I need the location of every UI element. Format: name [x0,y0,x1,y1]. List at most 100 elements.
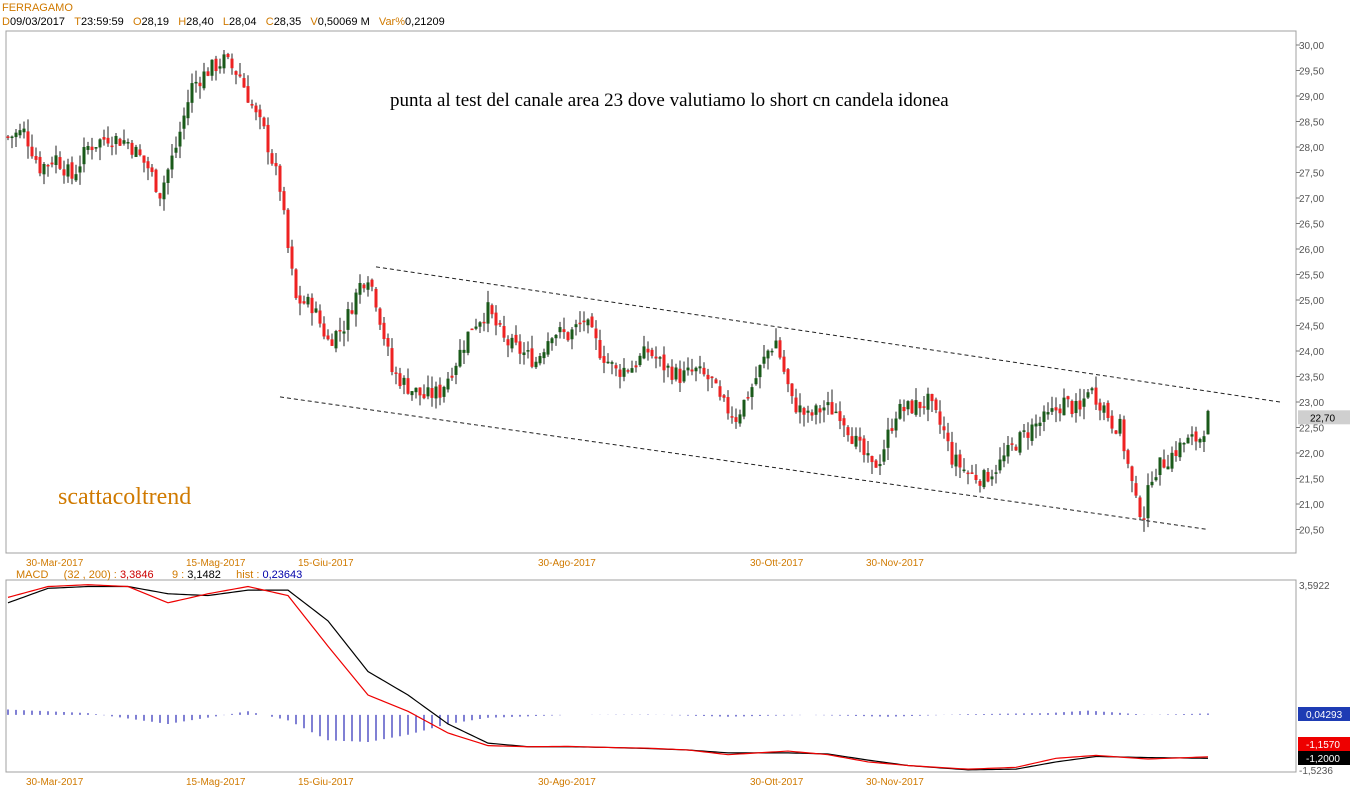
candle-up [658,357,662,359]
candle-down [274,163,278,167]
y-tick-label: 28,00 [1299,143,1324,154]
candle-down [946,432,950,442]
candle-down [382,322,386,340]
candle-down [350,310,354,314]
candle-up [402,377,406,385]
candle-up [642,346,646,359]
y-tick-label: 20,50 [1299,526,1324,537]
candle-up [762,356,766,364]
candle-up [182,115,186,129]
candle-down [1098,402,1102,411]
candle-up [126,142,130,144]
channel-lower-line [279,396,1209,530]
candle-up [1006,444,1010,457]
candle-down [966,472,970,475]
candle-down [970,472,974,474]
macd-value-box [1298,737,1350,751]
candle-up [14,132,18,138]
candle-down [678,368,682,383]
y-tick-label: 30,00 [1299,41,1324,52]
candle-down [1054,407,1058,411]
candle-up [94,147,98,149]
candle-up [586,319,590,326]
candle-up [1182,443,1186,445]
chart-annotation: punta al test del canale area 23 dove va… [390,90,949,111]
x-tick-label: 30-Nov-2017 [866,558,924,569]
candle-down [70,162,74,179]
candle-down [394,372,398,374]
ohlc-field-value: 28,04 [229,16,260,28]
macd-y-tick-label: 3,5922 [1299,581,1330,592]
candle-down [34,156,38,160]
candle-up [190,83,194,103]
candle-up [1082,398,1086,407]
candle-down [810,412,814,416]
candle-down [206,71,210,76]
candle-up [674,367,678,380]
candle-up [166,169,170,183]
candle-down [62,169,66,176]
y-tick-label: 22,00 [1299,449,1324,460]
candle-up [114,135,118,145]
candle-up [458,349,462,367]
candle-down [942,426,946,431]
candle-up [826,402,830,406]
ohlc-field-value: 09/03/2017 [9,16,69,28]
candle-down [438,384,442,398]
candle-down [978,480,982,486]
candle-up [1090,388,1094,391]
candle-up [854,435,858,447]
x-tick-label: 15-Mag-2017 [186,558,246,569]
candle-up [882,449,886,462]
candle-down [582,320,586,323]
candle-up [334,331,338,349]
y-tick-label: 24,50 [1299,322,1324,333]
candle-up [866,453,870,456]
ohlc-field-value: 0,21209 [405,16,448,28]
candle-up [410,391,414,396]
candle-up [354,292,358,315]
candle-down [270,153,274,164]
watermark: scattacoltrend [58,484,191,510]
candle-up [770,350,774,353]
candle-up [682,370,686,382]
candle-down [634,365,638,368]
candle-down [1194,431,1198,442]
candle-up [454,365,458,375]
candle-up [526,350,530,352]
ohlc-field-label: O [132,16,142,28]
candle-up [538,356,542,364]
candle-down [262,117,266,127]
candle-down [310,297,314,314]
price-header: FERRAGAMO [2,2,73,15]
candle-down [562,329,566,333]
candle-down [1026,432,1030,438]
candle-up [606,361,610,364]
candle-up [798,405,802,413]
candle-up [630,368,634,373]
candle-up [1102,405,1106,413]
candle-down [30,146,34,157]
candle-down [1138,497,1142,518]
candle-down [818,408,822,413]
candle-up [1038,422,1042,427]
candle-down [802,408,806,415]
candle-down [958,454,962,468]
candle-down [830,402,834,415]
ohlc-field-value: 28,40 [186,16,217,28]
candle-down [594,328,598,339]
candle-up [542,352,546,359]
candle-down [602,356,606,363]
candle-down [154,169,158,192]
macd-params: (32 , 200) : [63,569,117,581]
candle-down [130,142,134,155]
candle-down [1014,446,1018,451]
candle-up [186,102,190,119]
candle-down [646,348,650,353]
candle-up [510,337,514,349]
candle-up [342,331,346,334]
macd-value: 3,3846 [119,569,154,581]
last-price-box [1298,410,1350,425]
macd-line [7,584,1209,770]
candle-down [922,406,926,408]
